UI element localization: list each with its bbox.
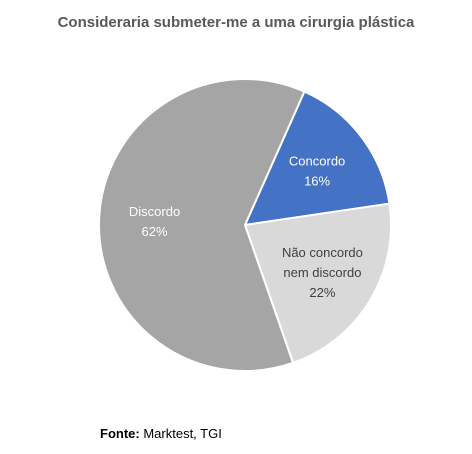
source-text: Marktest, TGI [143,426,222,441]
slice-name-line: Não concordo [282,245,363,260]
slice-label-discordo: Discordo 62% [129,204,180,239]
slice-name-line: Concordo [289,153,345,168]
slice-label-concordo: Concordo 16% [289,153,345,188]
source-note: Fonte: Marktest, TGI [100,426,222,441]
pie-slice-discordo [98,78,306,372]
slice-percent: 62% [142,224,168,239]
pie-slice-nao-concordo-nem-discordo [244,202,392,364]
slice-name-line: nem discordo [283,265,361,280]
pie-slice-concordo [244,90,391,226]
slice-label-nao-concordo-nem-discordo: Não concordo nem discordo 22% [282,245,363,300]
slice-percent: 22% [309,285,335,300]
slice-name-line: Discordo [129,204,180,219]
source-label: Fonte: [100,426,140,441]
slice-percent: 16% [304,173,330,188]
chart-title: Consideraria submeter-me a uma cirurgia … [57,14,415,31]
